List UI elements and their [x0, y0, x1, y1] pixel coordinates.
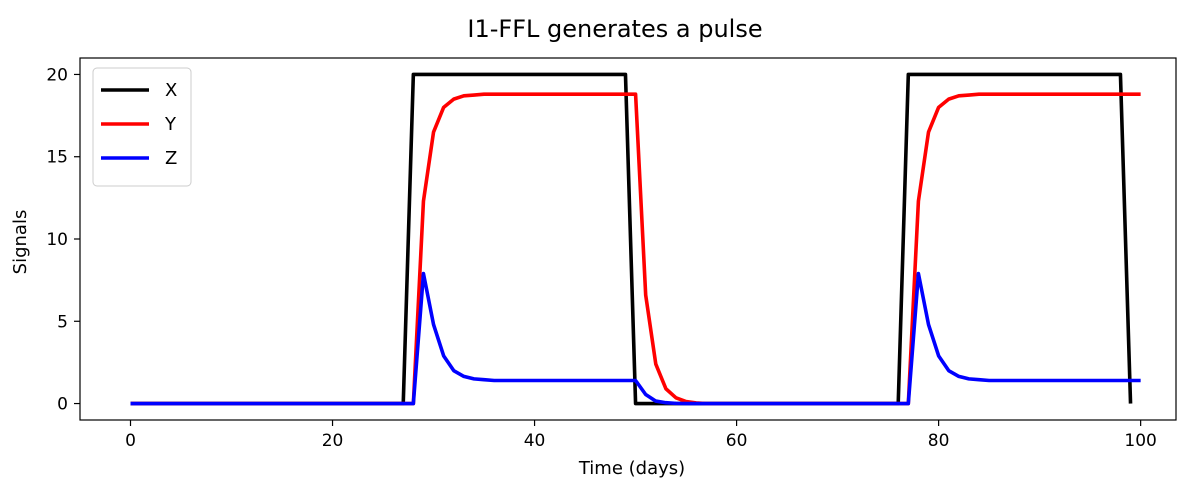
x-tick-label: 0 — [125, 431, 136, 451]
series-line-y — [130, 92, 1141, 406]
y-tick-label: 20 — [46, 65, 68, 85]
y-tick-label: 10 — [46, 230, 68, 250]
y-axis-label: Signals — [10, 210, 31, 275]
x-tick-label: 60 — [726, 431, 748, 451]
x-tick-label: 80 — [928, 431, 950, 451]
plot-area: 0 20 40 60 80 100 0 5 10 15 20 XYZ — [46, 57, 1177, 451]
y-tick-label: 5 — [57, 312, 68, 332]
y-axis-ticks: 0 5 10 15 20 — [46, 65, 80, 415]
y-tick-label: 0 — [57, 395, 68, 415]
y-tick-label: 15 — [46, 148, 68, 168]
series-group — [130, 72, 1141, 406]
x-axis-ticks: 0 20 40 60 80 100 — [125, 420, 1157, 451]
legend: XYZ — [92, 67, 192, 187]
x-tick-label: 40 — [524, 431, 546, 451]
chart-title: I1-FFL generates a pulse — [467, 15, 762, 43]
series-line-z — [130, 271, 1141, 406]
series-line-x — [130, 72, 1133, 406]
x-tick-label: 100 — [1124, 431, 1156, 451]
legend-label-x: X — [165, 80, 177, 101]
legend-label-z: Z — [165, 148, 177, 169]
x-axis-label: Time (days) — [578, 458, 685, 479]
legend-label-y: Y — [164, 114, 177, 135]
x-tick-label: 20 — [322, 431, 344, 451]
